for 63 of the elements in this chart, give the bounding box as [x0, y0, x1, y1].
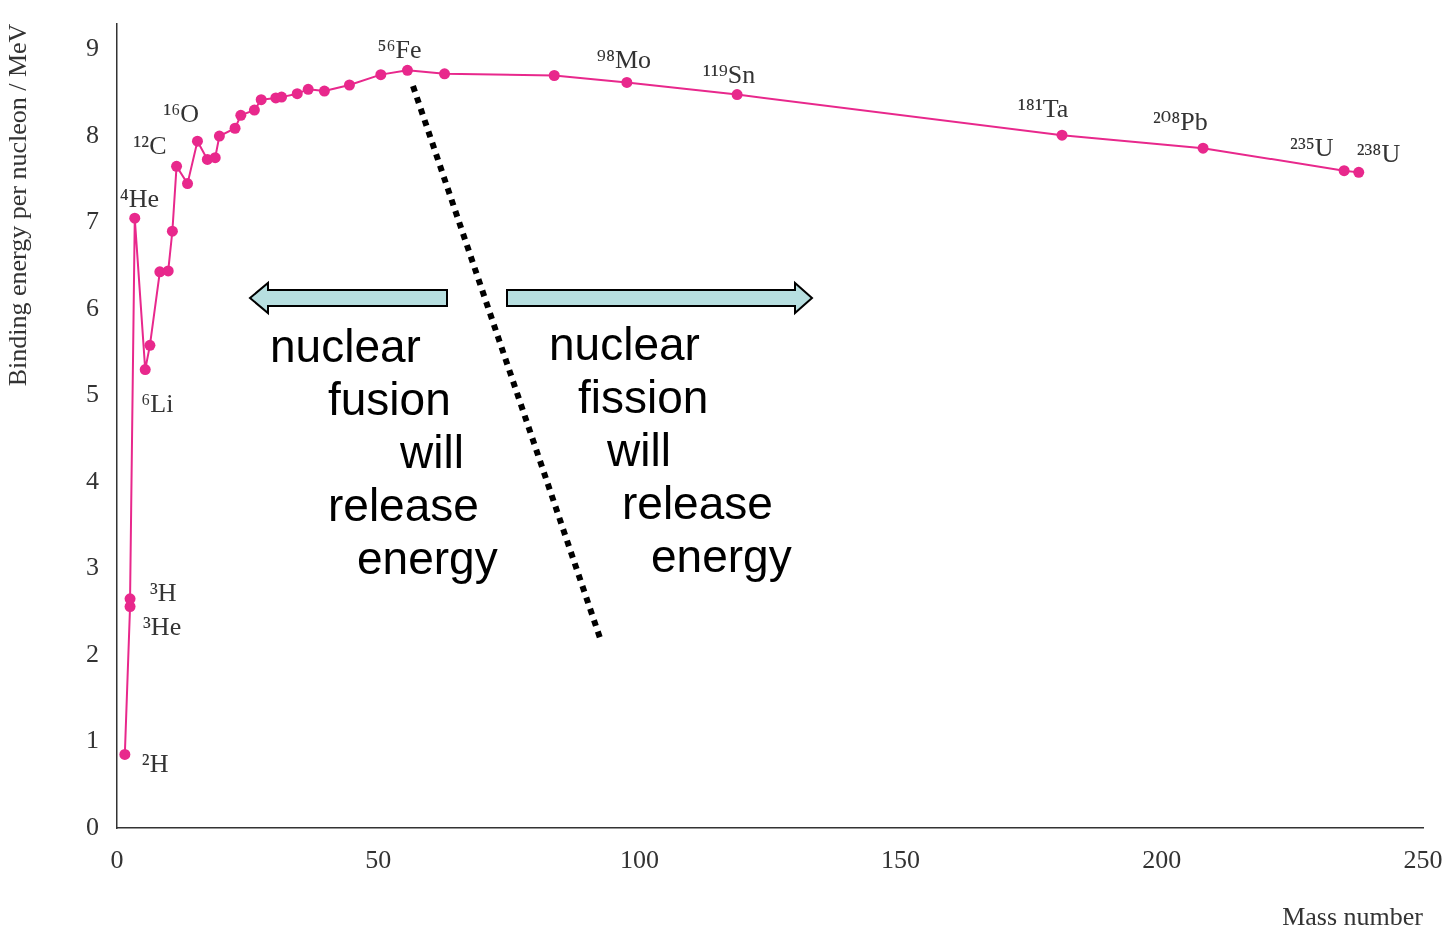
- point: [1353, 166, 1365, 178]
- annotation: ⁴He: [119, 184, 160, 214]
- annotation: ¹¹⁹Sn: [703, 59, 756, 89]
- point: [1197, 142, 1209, 154]
- y-tick-label: 9: [86, 33, 99, 63]
- point: [235, 109, 247, 121]
- point: [182, 178, 194, 190]
- point: [248, 104, 260, 116]
- point: [139, 364, 151, 376]
- point: [255, 94, 267, 106]
- y-tick-label: 1: [86, 725, 99, 755]
- point: [548, 70, 560, 81]
- point: [731, 89, 743, 101]
- x-axis-title: Mass number: [1282, 902, 1424, 932]
- point: [621, 76, 633, 88]
- point: [401, 64, 413, 76]
- point: [129, 212, 141, 224]
- annotation: ³H: [150, 577, 177, 607]
- annotation: ⁹⁸Mo: [596, 45, 652, 75]
- point: [229, 122, 241, 134]
- y-tick-label: 8: [86, 119, 99, 149]
- point: [375, 69, 387, 81]
- y-tick-label: 3: [86, 552, 99, 582]
- point: [119, 748, 131, 760]
- y-tick-label: 7: [86, 206, 99, 236]
- annotation: ²³⁵U: [1290, 132, 1334, 162]
- annotation: ¹⁸¹Ta: [1018, 94, 1069, 124]
- annotation: nuclear fusion will release energy: [270, 320, 498, 585]
- x-tick-label: 250: [1403, 845, 1443, 875]
- point: [213, 130, 225, 142]
- y-tick-label: 5: [86, 379, 99, 409]
- point: [291, 88, 303, 100]
- point: [1338, 165, 1350, 177]
- y-tick-label: 0: [86, 811, 99, 841]
- annotation: ³He: [143, 611, 182, 641]
- annotation: ²³⁸U: [1356, 139, 1401, 169]
- annotation: ²H: [141, 749, 169, 779]
- annotation: ⁶Li: [141, 388, 174, 418]
- point: [166, 225, 178, 237]
- point: [144, 339, 156, 351]
- annotation: ¹²C: [133, 131, 167, 161]
- point: [343, 79, 355, 91]
- x-tick-label: 200: [1142, 845, 1182, 875]
- x-tick-label: 50: [365, 845, 392, 875]
- y-tick-label: 2: [86, 638, 99, 668]
- x-tick-label: 100: [619, 845, 659, 875]
- x-tick-label: 0: [110, 845, 124, 875]
- point: [318, 85, 330, 97]
- y-tick-label: 6: [86, 292, 99, 322]
- point: [171, 160, 183, 172]
- point: [162, 265, 174, 277]
- point: [1056, 129, 1068, 141]
- point: [439, 68, 451, 80]
- annotation: ⁵⁶Fe: [377, 35, 422, 65]
- annotation: nuclear fission will release energy: [549, 318, 792, 583]
- point: [302, 83, 314, 95]
- y-tick-label: 4: [86, 465, 99, 495]
- x-tick-label: 150: [881, 845, 921, 875]
- point: [209, 152, 221, 164]
- annotation: ²⁰⁸Pb: [1153, 107, 1208, 137]
- y-axis-title: Binding energy per nucleon / MeV: [3, 23, 33, 387]
- annotation: ¹⁶O: [163, 99, 200, 129]
- point: [191, 135, 203, 147]
